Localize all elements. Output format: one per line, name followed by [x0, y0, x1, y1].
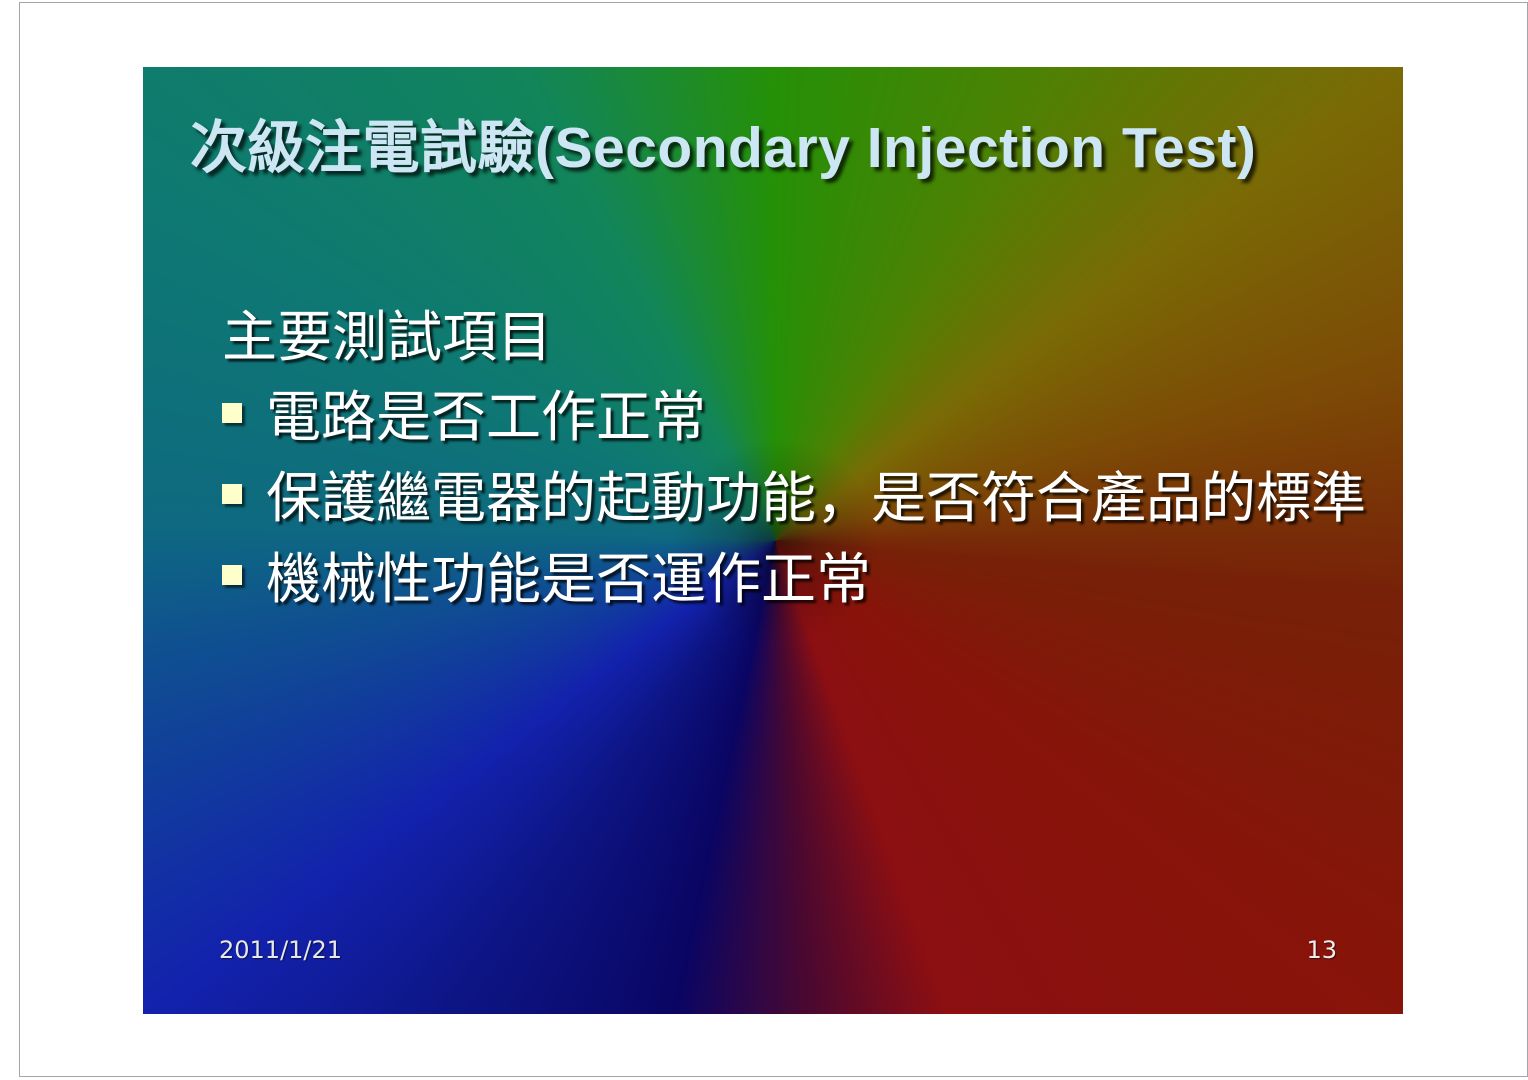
slide: 次級注電試驗(Secondary Injection Test) 主要測試項目 … [143, 67, 1403, 1014]
bullet-item-3: 機械性功能是否運作正常 [222, 543, 1371, 616]
bullet-text-3: 機械性功能是否運作正常 [266, 549, 872, 610]
body-lead-text: 主要測試項目 [222, 307, 553, 368]
bullet-square-icon [222, 484, 242, 504]
slide-title: 次級注電試驗(Secondary Injection Test) [190, 116, 1257, 180]
bullet-text-1: 電路是否工作正常 [266, 387, 707, 448]
bullet-list: 電路是否工作正常 保護繼電器的起動功能，是否符合產品的標準 機械性功能是否運作正… [222, 381, 1382, 624]
bullet-item-2: 保護繼電器的起動功能，是否符合產品的標準 [222, 462, 1371, 535]
footer-date: 2011/1/21 [219, 936, 343, 964]
bullet-item-1: 電路是否工作正常 [222, 381, 1371, 454]
bullet-square-icon [222, 403, 242, 423]
bullet-square-icon [222, 565, 242, 585]
bullet-text-2: 保護繼電器的起動功能，是否符合產品的標準 [266, 468, 1367, 529]
footer-page-number: 13 [1306, 936, 1337, 964]
